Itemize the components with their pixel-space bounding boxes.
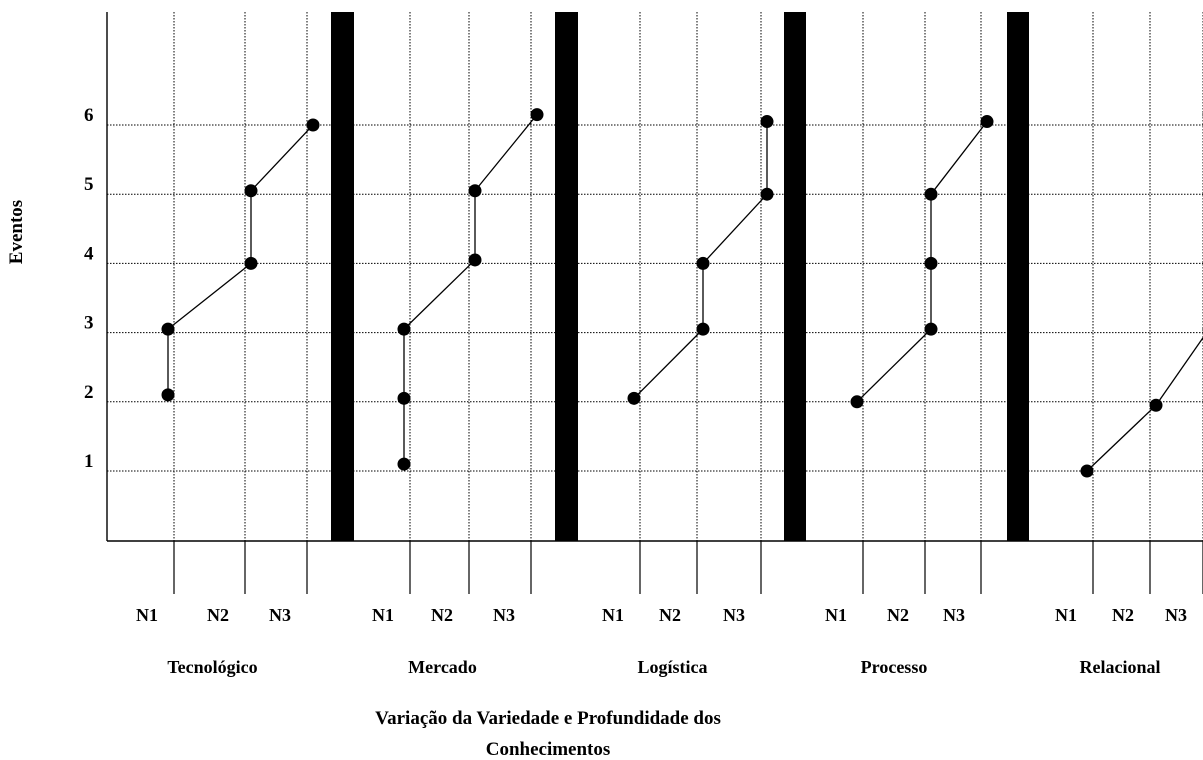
series-segment-tecnológico [250,124,314,192]
data-point-mercado [397,391,411,405]
level-label: N3 [1165,605,1187,625]
panel-label-logística: Logística [638,657,708,677]
level-label: N2 [207,605,229,625]
x-axis-title-line-2: Conhecimentos [486,739,611,760]
panel-separators [331,12,1029,541]
level-label: N1 [136,605,158,625]
data-point-mercado [397,322,411,336]
panel-separator [331,12,354,541]
y-tick-label: 4 [84,243,94,264]
data-point-logística [696,256,710,270]
series-segment-processo [930,121,988,195]
data-point-mercado [397,457,411,471]
data-point-logística [627,391,641,405]
panel-separator [784,12,806,541]
data-point-tecnológico [244,256,258,270]
axes [106,12,1203,594]
data-point-logística [760,115,774,129]
y-tick-label: 2 [84,382,94,403]
series-segment-relacional [1155,336,1203,406]
data-point-tecnológico [244,184,258,198]
data-point-mercado [468,184,482,198]
data-point-tecnológico [161,388,175,402]
series-segment-relacional [1086,404,1157,472]
level-label: N3 [723,605,745,625]
panel-label-tecnológico: Tecnológico [167,657,257,677]
series-segment-logística [633,328,704,399]
level-label: N3 [269,605,291,625]
level-label: N2 [431,605,453,625]
level-label: N3 [943,605,965,625]
panel-separator [1007,12,1029,541]
level-label: N2 [1112,605,1134,625]
level-label: N1 [825,605,847,625]
data-point-processo [924,187,938,201]
y-tick-label: 5 [84,174,94,195]
data-point-relacional [1080,464,1094,478]
series [161,108,1203,478]
y-tick-label: 1 [84,451,94,472]
data-point-logística [696,322,710,336]
data-point-processo [980,115,994,129]
level-label: N1 [1055,605,1077,625]
data-point-processo [924,322,938,336]
series-segment-mercado [403,259,476,330]
data-point-tecnológico [161,322,175,336]
panel-label-relacional: Relacional [1080,657,1161,677]
data-point-mercado [530,108,544,122]
labels: 1 2 3 4 5 6 N1 N2 N3 Tecnológico N1 N2 N3 Mercado N1 N2… [84,105,1187,677]
data-point-relacional [1149,398,1163,412]
data-point-processo [924,256,938,270]
level-label: N2 [887,605,909,625]
series-segment-tecnológico [167,262,252,330]
panel-label-mercado: Mercado [408,657,477,677]
level-label: N1 [372,605,394,625]
level-label: N2 [659,605,681,625]
series-segment-logística [702,193,768,264]
level-label: N1 [602,605,624,625]
data-point-processo [850,395,864,409]
y-tick-label: 6 [84,105,94,126]
data-point-mercado [468,253,482,267]
y-axis-title: Eventos [6,200,27,264]
y-tick-label: 3 [84,313,94,334]
level-label: N3 [493,605,515,625]
series-segment-mercado [474,114,538,192]
panel-separator [555,12,578,541]
data-point-logística [760,187,774,201]
x-axis-title-line-1: Variação da Variedade e Profundidade dos [375,708,721,729]
panel-label-processo: Processo [861,657,928,677]
series-segment-processo [856,328,932,403]
grid [107,12,1203,541]
data-point-tecnológico [306,118,320,132]
